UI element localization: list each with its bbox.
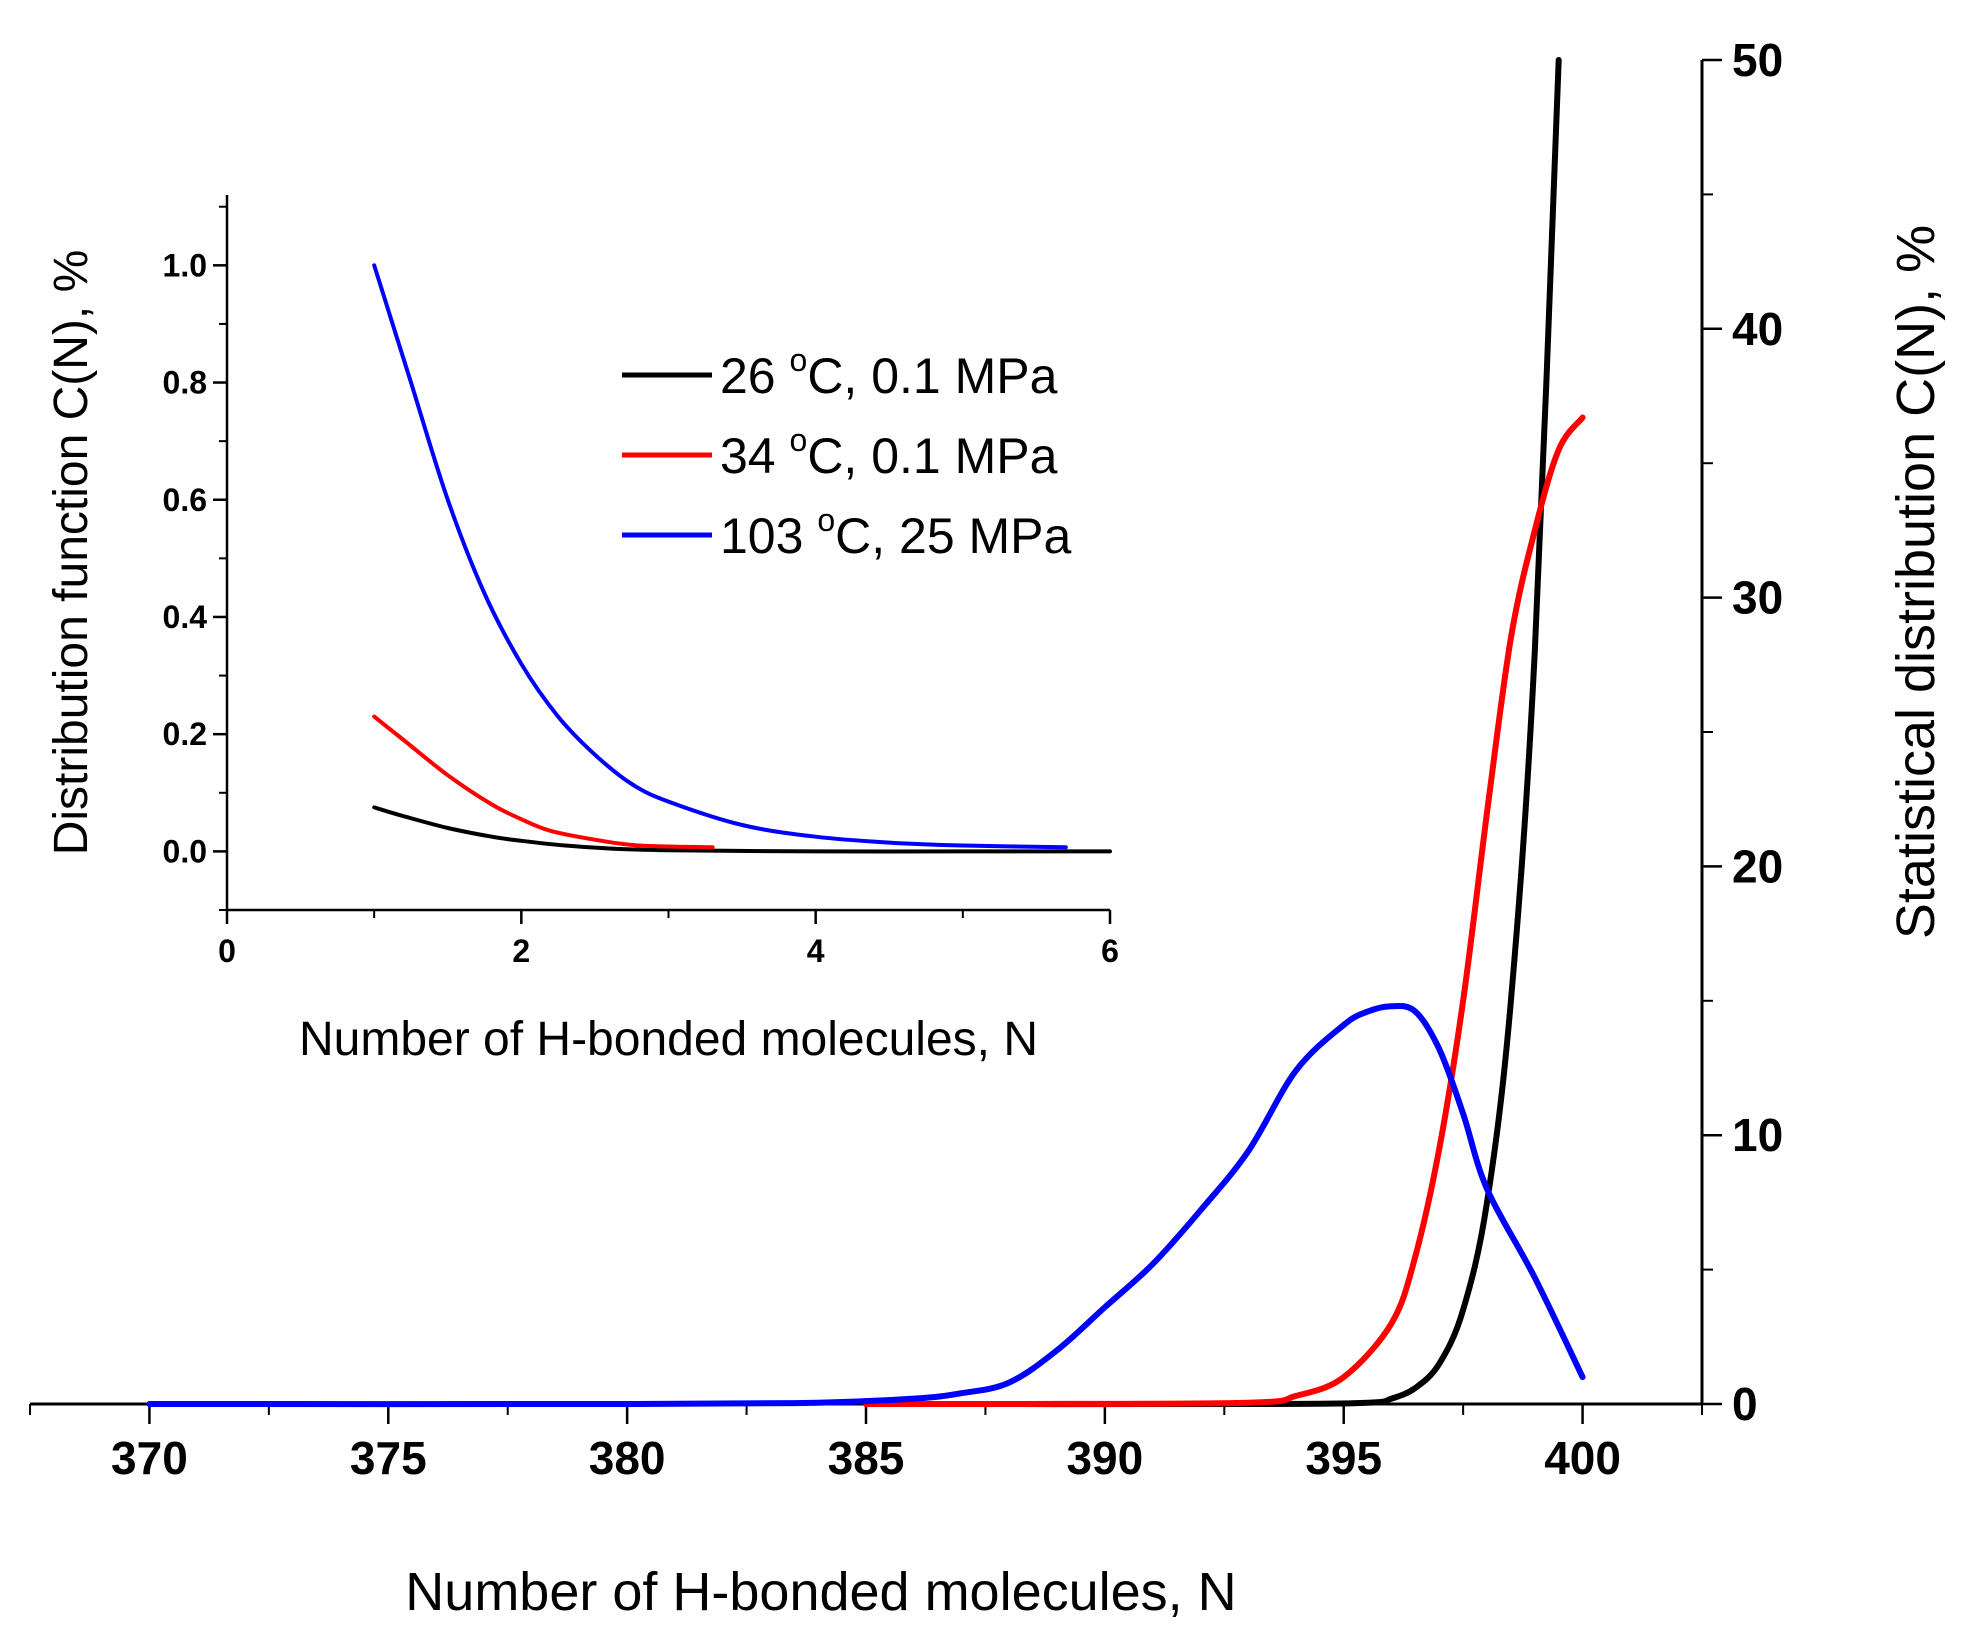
main-y-tick-label: 30 bbox=[1732, 572, 1783, 624]
inset-y-tick-label: 0.0 bbox=[163, 833, 207, 869]
main-y-tick-label: 20 bbox=[1732, 840, 1783, 892]
inset-series-line-103-c-25-mpa bbox=[372, 263, 1068, 850]
inset-x-axis-label: Number of H-bonded molecules, N bbox=[299, 1013, 1038, 1066]
main-x-tick-label: 380 bbox=[589, 1432, 666, 1484]
inset-x-tick-label: 2 bbox=[512, 933, 530, 969]
inset-y-tick-label: 1.0 bbox=[163, 247, 207, 283]
legend-label-1: 26 oC, 0.1 MPa bbox=[720, 342, 1058, 404]
main-series-line-26-c-0-1-mpa bbox=[863, 57, 1562, 1408]
inset-y-tick-label: 0.4 bbox=[163, 599, 208, 635]
inset-series-line-34-c-0-1-mpa bbox=[372, 714, 715, 850]
inset-y-tick-label: 0.2 bbox=[163, 716, 207, 752]
main-x-tick-label: 390 bbox=[1066, 1432, 1143, 1484]
inset-series-line-26-c-0-1-mpa bbox=[372, 805, 1112, 854]
legend-label-2: 34 oC, 0.1 MPa bbox=[720, 422, 1058, 484]
legend: 26 oC, 0.1 MPa 34 oC, 0.1 MPa 103 oC, 25 M… bbox=[622, 342, 1072, 564]
main-y-tick-label: 0 bbox=[1732, 1378, 1758, 1430]
inset-x-tick-label: 6 bbox=[1101, 933, 1119, 969]
main-x-tick-label: 370 bbox=[111, 1432, 188, 1484]
inset-y-tick-label: 0.8 bbox=[163, 365, 207, 401]
inset-y-tick-label: 0.6 bbox=[163, 482, 207, 518]
main-x-tick-label: 400 bbox=[1544, 1432, 1621, 1484]
main-x-tick-label: 385 bbox=[828, 1432, 905, 1484]
main-y-tick-label: 10 bbox=[1732, 1109, 1783, 1161]
main-x-tick-label: 375 bbox=[350, 1432, 427, 1484]
inset-x-tick-label: 4 bbox=[807, 933, 825, 969]
main-x-axis-label: Number of H-bonded molecules, N bbox=[405, 1562, 1236, 1622]
main-y-tick-label: 40 bbox=[1732, 303, 1783, 355]
main-y-tick-label: 50 bbox=[1732, 34, 1783, 86]
inset-y-axis-label: Distribution function C(N), % bbox=[45, 250, 98, 856]
legend-label-3: 103 oC, 25 MPa bbox=[720, 502, 1072, 564]
main-series-line-103-c-25-mpa bbox=[146, 1003, 1586, 1408]
inset-x-tick-label: 0 bbox=[218, 933, 236, 969]
main-y-axis-label: Statistical distribution C(N), % bbox=[1886, 225, 1946, 939]
main-x-tick-label: 395 bbox=[1305, 1432, 1382, 1484]
main-series-line-34-c-0-1-mpa bbox=[863, 414, 1586, 1408]
inset-plot: 0 2 4 6 0.0 0.2 0.4 0.6 0.8 1.0 Number of H-bonded… bbox=[45, 195, 1119, 1066]
